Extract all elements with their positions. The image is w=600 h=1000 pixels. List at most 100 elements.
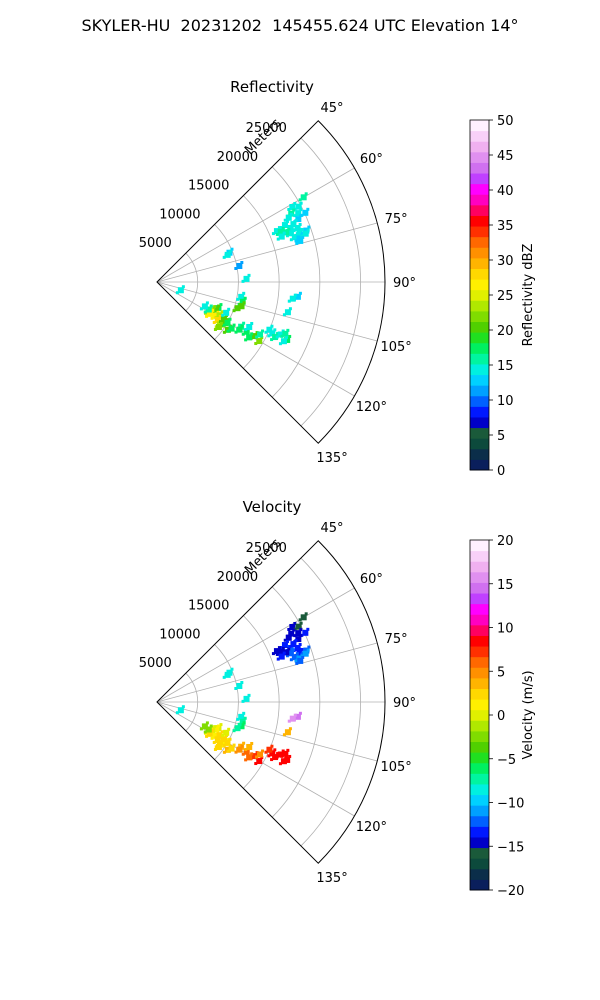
data-point — [292, 628, 296, 632]
data-point — [278, 233, 285, 240]
data-point — [223, 729, 230, 736]
data-point — [227, 727, 231, 731]
data-point — [224, 251, 231, 258]
data-point — [284, 756, 291, 763]
data-point — [289, 623, 296, 630]
data-point — [302, 230, 309, 237]
angle-tick-label: 75° — [385, 212, 408, 227]
data-point — [214, 736, 221, 743]
data-point — [222, 750, 226, 754]
data-point — [175, 291, 179, 295]
data-point — [218, 314, 222, 318]
data-point — [228, 737, 232, 741]
colorbar-segment — [470, 183, 489, 195]
data-point — [254, 762, 258, 766]
data-point — [295, 216, 302, 223]
data-point — [250, 752, 254, 756]
data-point — [264, 330, 268, 334]
data-point — [270, 758, 274, 762]
angle-tick-label: 120° — [356, 820, 387, 835]
data-point — [218, 740, 222, 744]
data-point — [288, 307, 292, 311]
data-point — [242, 711, 246, 715]
data-point — [291, 648, 295, 652]
radial-tick-label: 25000 — [246, 121, 287, 136]
data-point — [288, 645, 292, 649]
data-point — [266, 746, 273, 753]
colorbar-segment — [470, 438, 489, 450]
data-point — [213, 725, 217, 729]
data-point — [234, 750, 238, 754]
data-point — [270, 744, 274, 748]
data-point — [280, 758, 287, 765]
data-point — [201, 303, 208, 310]
data-point — [230, 667, 234, 671]
colorbar-segment — [470, 257, 489, 269]
colorbar-segment — [470, 624, 489, 636]
data-point — [218, 734, 222, 738]
data-point — [234, 305, 241, 312]
radial-tick-label: 15000 — [188, 599, 229, 614]
data-point — [240, 744, 244, 748]
data-point — [238, 293, 245, 300]
colorbar-label: Velocity (m/s) — [521, 670, 536, 759]
colorbar-segment — [470, 571, 489, 583]
colorbar-segment — [470, 395, 489, 407]
data-point — [293, 201, 297, 205]
data-point — [254, 342, 258, 346]
data-point — [296, 229, 303, 236]
colorbar-tick-label: 35 — [497, 219, 514, 234]
colorbar-tick-label: −5 — [497, 753, 516, 768]
data-point — [210, 736, 214, 740]
data-point — [205, 721, 209, 725]
data-point — [293, 293, 297, 297]
data-point — [294, 713, 301, 720]
data-point — [284, 309, 291, 316]
colorbar-segment — [470, 720, 489, 732]
data-point — [236, 717, 240, 721]
data-point — [277, 226, 281, 230]
angle-tick-label: 120° — [356, 400, 387, 415]
data-point — [220, 736, 227, 743]
data-point — [289, 715, 296, 722]
data-point — [224, 671, 231, 678]
colorbar-segment — [470, 730, 489, 743]
data-point — [181, 285, 185, 289]
data-point — [294, 659, 298, 663]
data-point — [250, 741, 254, 745]
data-point — [261, 749, 265, 753]
data-point — [295, 241, 299, 245]
data-point — [238, 723, 242, 727]
data-point — [276, 752, 280, 756]
data-point — [213, 747, 217, 751]
data-point — [247, 693, 251, 697]
data-point — [211, 308, 215, 312]
data-point — [301, 655, 305, 659]
data-point — [210, 316, 214, 320]
radial-tick-label: 10000 — [159, 627, 200, 642]
data-point — [246, 334, 253, 341]
data-point — [209, 724, 213, 728]
data-point — [298, 198, 302, 202]
data-point — [287, 627, 291, 631]
data-point — [226, 318, 230, 322]
colorbar-segment — [470, 752, 489, 764]
data-point — [280, 754, 284, 758]
colorbar-segment — [470, 635, 489, 647]
data-point — [267, 754, 271, 758]
data-point — [240, 324, 244, 328]
angle-tick-label: 75° — [385, 632, 408, 647]
data-point — [215, 323, 222, 330]
colorbar-tick-label: 45 — [497, 149, 514, 164]
data-point — [199, 727, 203, 731]
radial-tick-label: 25000 — [246, 541, 287, 556]
angle-tick-label: 105° — [380, 760, 411, 775]
colorbar-segment — [470, 688, 489, 700]
data-point — [294, 225, 301, 232]
data-point — [222, 743, 226, 747]
data-point — [289, 295, 296, 302]
data-point — [276, 237, 280, 241]
data-point — [281, 226, 285, 230]
radial-tick-label: 15000 — [188, 179, 229, 194]
data-point — [299, 621, 303, 625]
